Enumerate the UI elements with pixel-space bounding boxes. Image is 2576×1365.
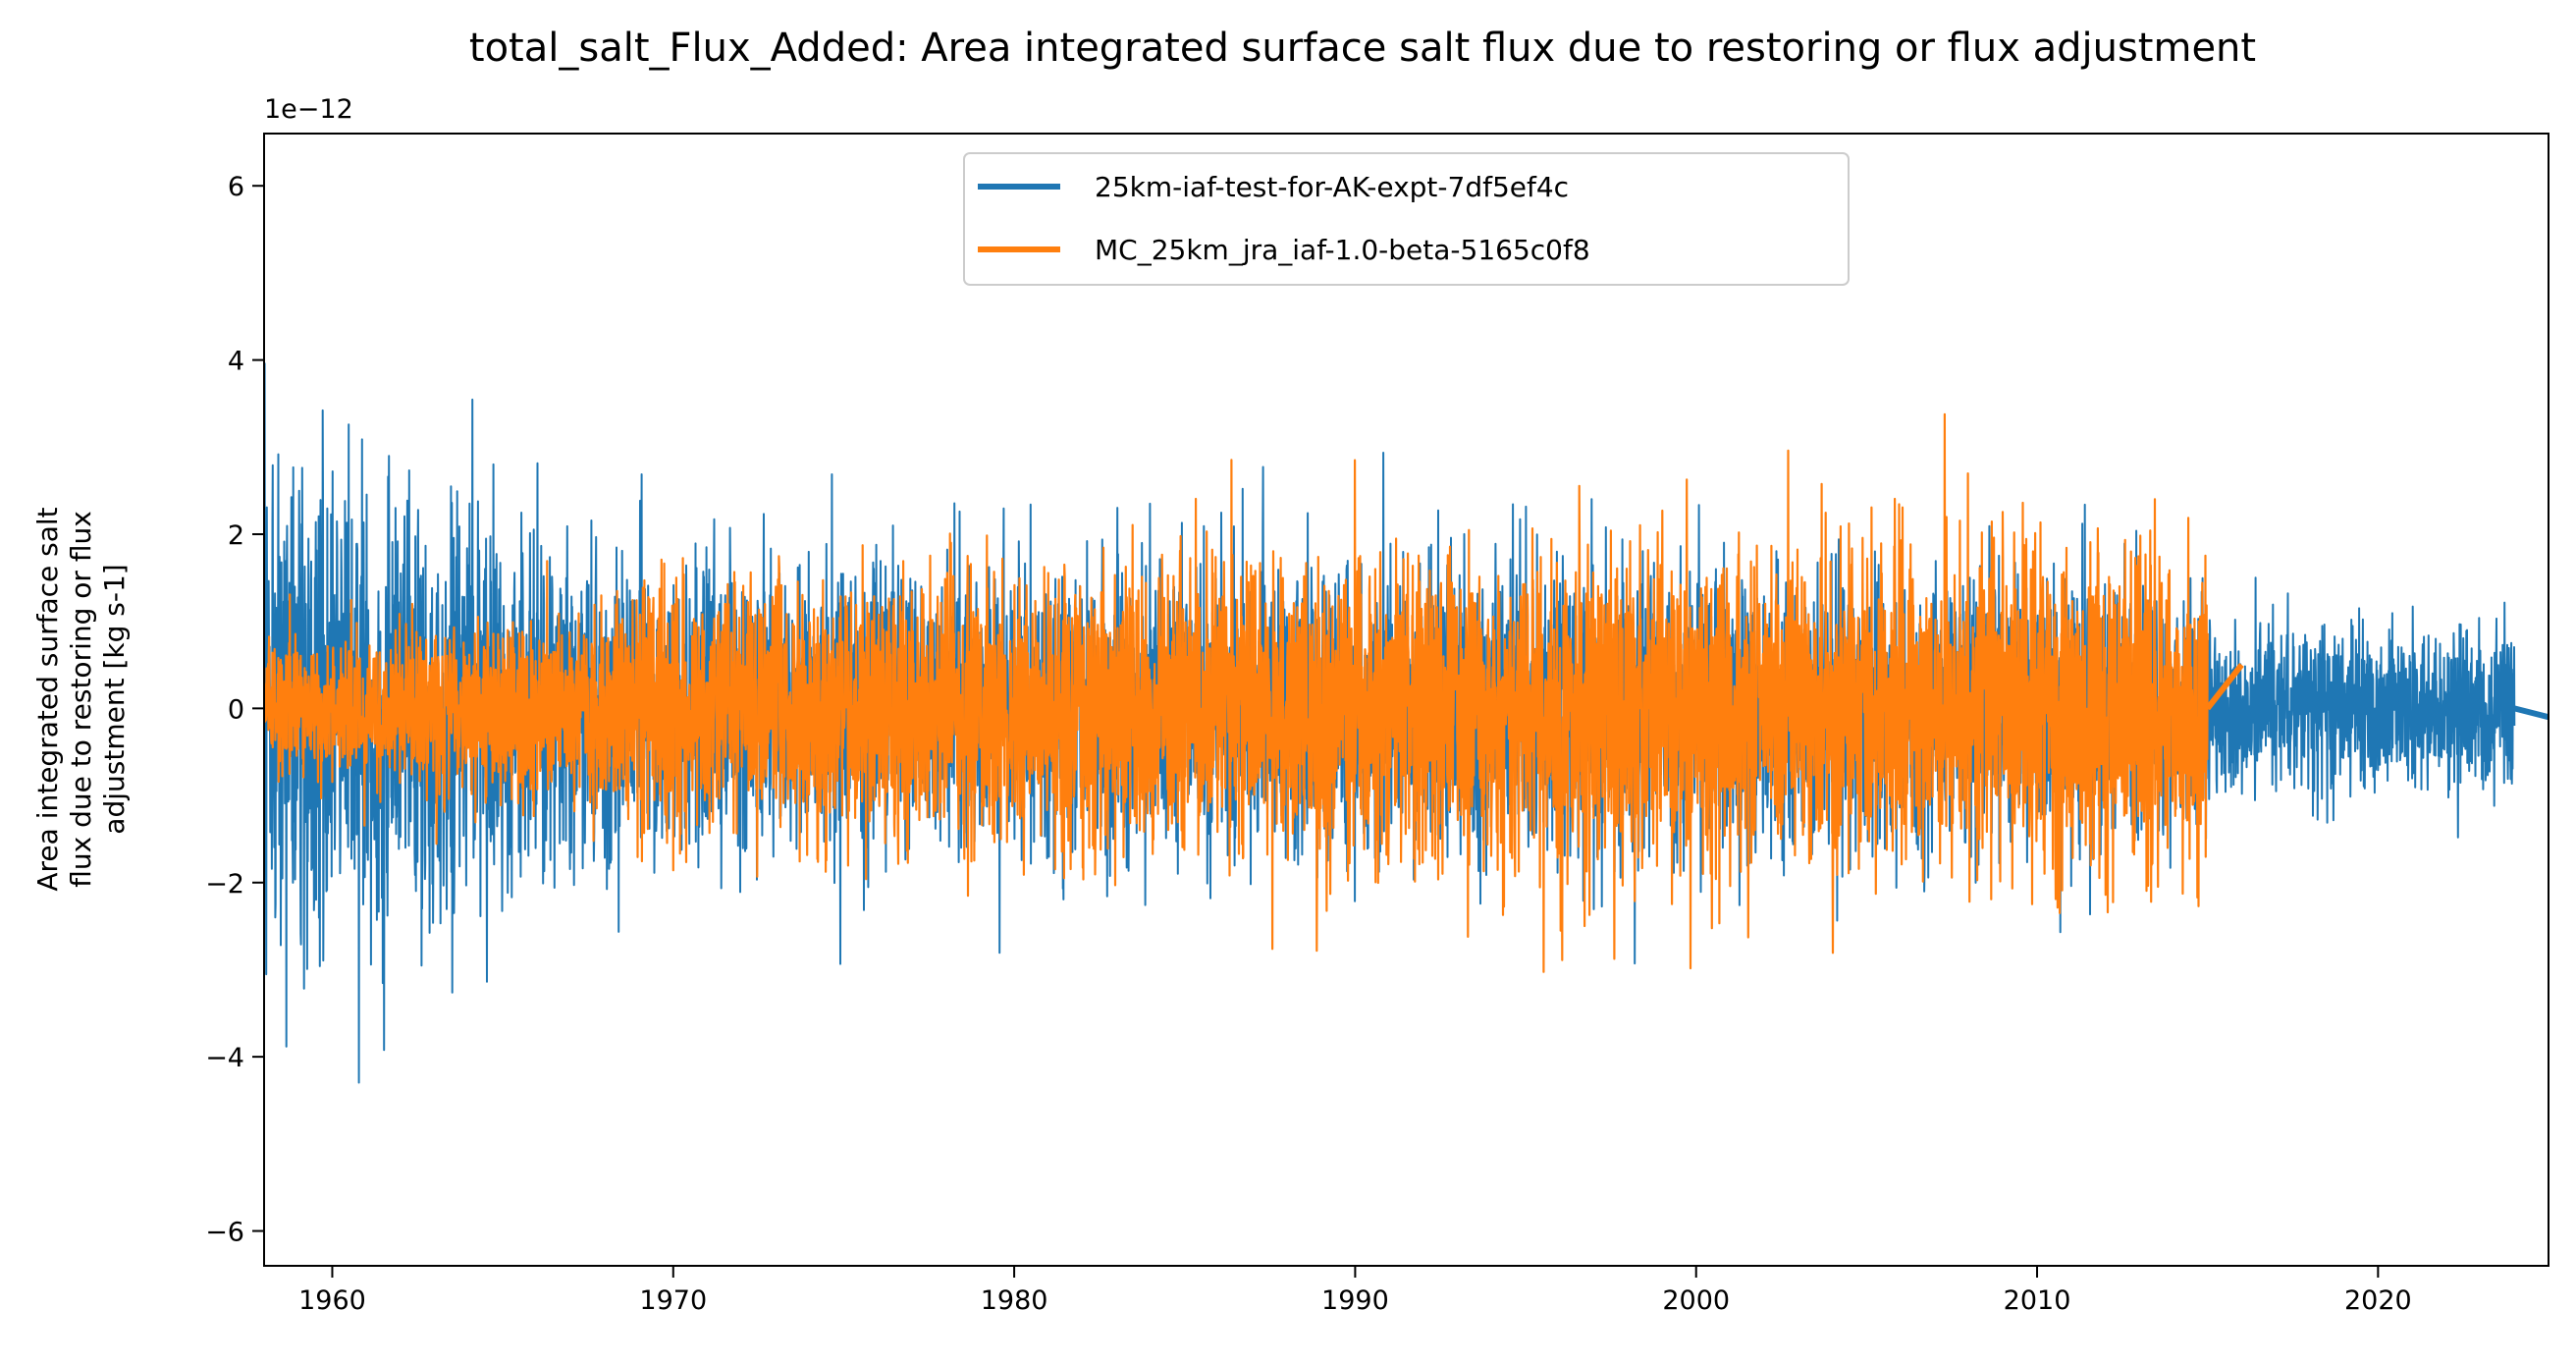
y-tick-label: −4 — [205, 1043, 244, 1073]
legend-label-1: 25km-iaf-test-for-AK-expt-7df5ef4c — [1095, 171, 1569, 203]
y-tick-label: −2 — [205, 869, 244, 900]
series-line-2 — [264, 412, 2243, 973]
x-tick-label: 1960 — [298, 1285, 366, 1316]
x-tick-label: 1990 — [1321, 1285, 1389, 1316]
y-offset-label: 1e−12 — [264, 94, 353, 125]
y-axis-label-line-3: adjustment [kg s-1] — [98, 564, 131, 834]
y-tick-label: −6 — [205, 1218, 244, 1248]
x-tick-label: 1970 — [639, 1285, 707, 1316]
legend: 25km-iaf-test-for-AK-expt-7df5ef4c MC_25… — [963, 152, 1850, 286]
y-axis-label-line-1: Area integrated surface salt — [31, 507, 64, 891]
legend-label-2: MC_25km_jra_iaf-1.0-beta-5165c0f8 — [1095, 234, 1590, 266]
x-axis: 1960 1970 1980 1990 2000 2010 2020 — [298, 1266, 2412, 1316]
x-tick-label: 1980 — [981, 1285, 1048, 1316]
y-axis-label-line-2: flux due to restoring or flux — [65, 511, 97, 888]
x-tick-label: 2000 — [1662, 1285, 1730, 1316]
plot-frame — [263, 133, 2549, 1267]
series-tail-1 — [2513, 705, 2549, 721]
chart-title: total_salt_Flux_Added: Area integrated s… — [469, 26, 2256, 71]
legend-box — [963, 152, 1850, 286]
y-tick-label: 6 — [228, 172, 244, 202]
y-tick-label: 4 — [228, 347, 244, 377]
y-axis-label: Area integrated surface salt flux due to… — [31, 507, 131, 891]
series-layer — [264, 362, 2549, 1084]
y-tick-label: 2 — [228, 520, 244, 551]
x-tick-label: 2020 — [2344, 1285, 2412, 1316]
series-tail-2 — [2205, 663, 2244, 711]
y-tick-label: 0 — [228, 694, 244, 725]
y-axis: −6 −4 −2 0 2 4 6 — [205, 172, 264, 1248]
x-tick-label: 2010 — [2004, 1285, 2071, 1316]
